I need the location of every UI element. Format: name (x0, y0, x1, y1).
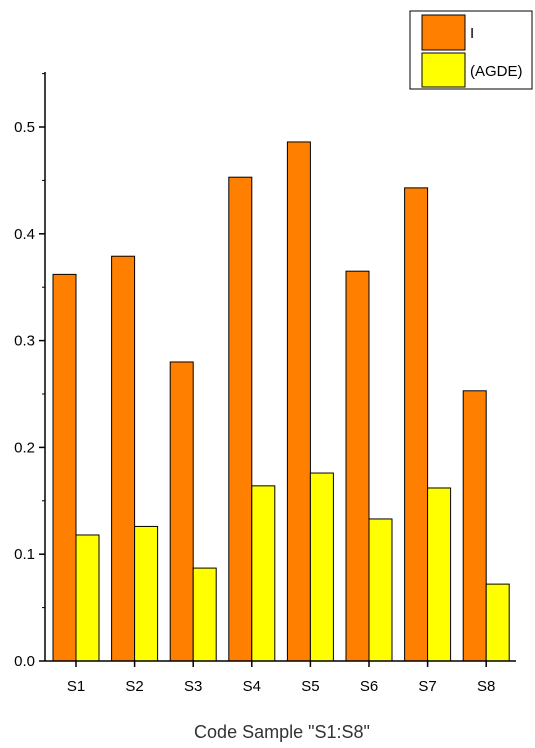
x-axis-ticks: S1 S2 S3 S4 S5 S6 S7 S8 (67, 661, 495, 695)
x-tick-label: S3 (184, 678, 202, 695)
bar-s8-series-1 (462, 390, 487, 662)
bar-s7-series-2 (427, 487, 452, 662)
legend-swatch-AGDE (421, 52, 466, 88)
bar-s4-series-2 (251, 485, 276, 662)
bar-s2-series-2 (134, 525, 159, 662)
y-tick-label: 0.4 (14, 226, 35, 243)
bar-s5-series-2 (309, 472, 334, 662)
bar-s3-series-1 (169, 361, 194, 662)
bar-s4-series-1 (228, 176, 253, 662)
x-tick-label: S7 (418, 678, 436, 695)
x-tick-label: S1 (67, 678, 85, 695)
y-tick-label: 0.2 (14, 439, 35, 456)
bar-s1-series-1 (52, 273, 77, 662)
x-tick-label: S6 (360, 678, 378, 695)
bar-s6-series-1 (345, 270, 370, 662)
x-tick-label: S5 (301, 678, 319, 695)
x-tick-label: S4 (243, 678, 261, 695)
legend-swatch-I (421, 14, 466, 51)
y-axis-ticks: 0.0 0.1 0.2 0.3 0.4 0.5 (14, 73, 45, 670)
bar-s1-series-2 (75, 534, 100, 662)
bar-s7-series-1 (404, 187, 429, 662)
x-tick-label: S2 (125, 678, 143, 695)
x-axis-title: Code Sample "S1:S8" (194, 722, 370, 742)
bar-s6-series-2 (368, 518, 393, 662)
legend-label-AGDE: (AGDE) (470, 63, 523, 80)
bar-s3-series-2 (192, 567, 217, 662)
x-tick-label: S8 (477, 678, 495, 695)
y-tick-label: 0.1 (14, 546, 35, 563)
legend: I (AGDE) (409, 10, 533, 90)
bar-s5-series-1 (286, 141, 311, 662)
bar-s2-series-1 (111, 255, 136, 662)
bars-group (52, 141, 510, 662)
bar-s8-series-2 (485, 583, 510, 662)
y-tick-label: 0.5 (14, 119, 35, 136)
y-tick-label: 0.0 (14, 653, 35, 670)
legend-label-I: I (470, 25, 474, 42)
y-tick-label: 0.3 (14, 333, 35, 350)
